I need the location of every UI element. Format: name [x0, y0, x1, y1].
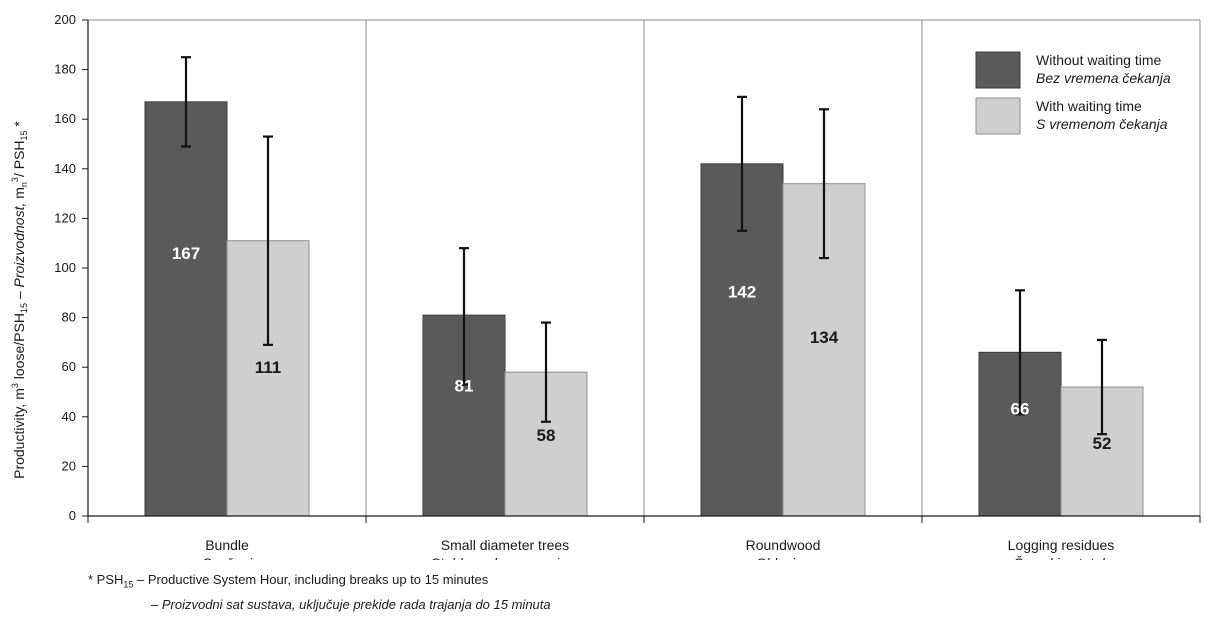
data-label: 58: [537, 426, 556, 445]
data-label: 66: [1011, 400, 1030, 419]
x-tick-label: Roundwood: [746, 537, 821, 553]
y-label-part: / PSH: [11, 140, 27, 177]
y-tick-label: 60: [62, 359, 76, 374]
legend-entry: With waiting time: [1036, 98, 1142, 114]
y-label-part: –: [11, 287, 27, 303]
x-tick-label-alt: Oblovina: [755, 555, 810, 560]
x-tick-label: Bundle: [205, 537, 249, 553]
chart: 167 111 81 58 142 134 66 52 0 20 40 60 80 100 120 140 1…: [10, 12, 1201, 560]
legend-swatch: [975, 97, 1021, 135]
y-axis-label: Productivity, m3 loose/PSH15 – Proizvodn…: [10, 121, 29, 479]
y-label-superscript: 3: [10, 177, 20, 182]
y-label-subscript: 15: [19, 130, 29, 140]
y-label-part: *: [11, 121, 27, 131]
y-tick-label: 0: [69, 508, 76, 523]
data-label: 111: [255, 358, 282, 377]
y-label-part: m: [11, 187, 27, 203]
footnote-line-1: * PSH15 – Productive System Hour, includ…: [88, 572, 489, 590]
footnote-line-2: – Proizvodni sat sustava, uključuje prek…: [151, 596, 551, 612]
legend: Without waiting time Bez vremena čekanja W…: [975, 51, 1171, 135]
y-tick-label: 140: [54, 161, 76, 176]
footnote: * PSH15 – Productive System Hour, includ…: [88, 570, 551, 615]
y-label-subscript: 15: [19, 303, 29, 313]
legend-entry-alt: Bez vremena čekanja: [1036, 70, 1171, 86]
x-tick-label: Small diameter trees: [441, 537, 569, 553]
data-label: 52: [1093, 434, 1112, 453]
bar: [144, 101, 228, 517]
x-tick-label: Logging residues: [1008, 537, 1115, 553]
x-tick-label-alt: Svežanj: [202, 555, 253, 560]
y-label-part-italic: Proizvodnost,: [11, 203, 27, 288]
data-label: 134: [810, 328, 839, 347]
x-tick-label-alt: Stabla maloga promjera: [431, 555, 580, 560]
grid-layer: [88, 19, 1201, 516]
axis-layer: 0 20 40 60 80 100 120 140 160 180 200 Bundle Svežanj…: [54, 12, 1201, 560]
bars-layer: 167 111 81 58 142 134 66 52: [144, 56, 1144, 517]
y-label-part: Productivity, m: [11, 388, 27, 479]
y-tick-label: 100: [54, 260, 76, 275]
y-tick-label: 80: [62, 310, 76, 325]
legend-swatch: [975, 51, 1021, 89]
data-label: 167: [172, 244, 200, 263]
y-tick-label: 120: [54, 210, 76, 225]
y-tick-label: 160: [54, 111, 76, 126]
legend-entry: Without waiting time: [1036, 52, 1161, 68]
y-tick-label: 40: [62, 409, 76, 424]
y-label-part: loose/PSH: [11, 313, 27, 383]
y-label-superscript: 3: [10, 383, 20, 388]
y-tick-label: 180: [54, 62, 76, 77]
data-label: 142: [728, 283, 756, 302]
y-tick-label: 200: [54, 12, 76, 27]
x-tick-label-alt: Šumski ostatak: [1014, 555, 1110, 560]
legend-entry-alt: S vremenom čekanja: [1036, 116, 1168, 132]
data-label: 81: [455, 376, 474, 395]
y-label-subscript: n: [19, 182, 29, 187]
y-tick-label: 20: [62, 458, 76, 473]
